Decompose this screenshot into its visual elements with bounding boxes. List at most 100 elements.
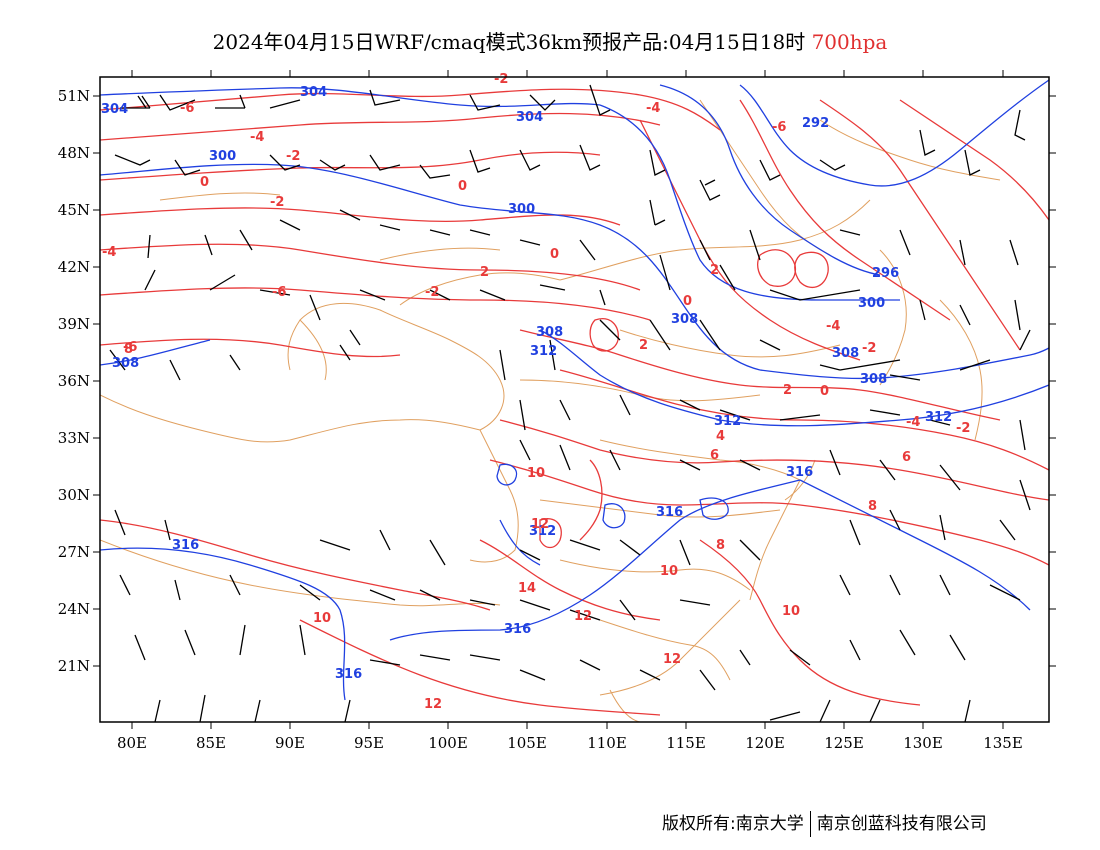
temperature-label: -2 — [270, 195, 284, 210]
temperature-label: 6 — [902, 450, 911, 465]
temperature-label: 0 — [458, 179, 467, 194]
height-label: 308 — [671, 312, 698, 327]
height-label: 316 — [172, 538, 199, 553]
lon-label: 125E — [824, 734, 864, 752]
temperature-label: -2 — [494, 72, 508, 87]
height-label: 292 — [802, 116, 829, 131]
temperature-label: 2 — [480, 265, 489, 280]
temperature-label: 12 — [663, 652, 681, 667]
height-label: 300 — [508, 202, 535, 217]
lon-label: 85E — [196, 734, 226, 752]
temperature-label: 10 — [527, 466, 545, 481]
footer-separator — [809, 811, 811, 837]
temperature-label: 4 — [716, 429, 725, 444]
lon-label: 80E — [117, 734, 147, 752]
chart-title: 2024年04月15日WRF/cmaq模式36km预报产品:04月15日18时 … — [0, 26, 1100, 55]
height-label: 296 — [872, 266, 899, 281]
temperature-contours — [100, 88, 1049, 716]
lat-label: 33N — [58, 429, 90, 447]
lat-label: 21N — [58, 657, 90, 675]
lon-label: 105E — [507, 734, 547, 752]
height-label: 316 — [786, 465, 813, 480]
temperature-label: 14 — [518, 581, 536, 596]
map-frame — [99, 76, 1050, 723]
lat-label: 39N — [58, 315, 90, 333]
temperature-label: -6 — [772, 120, 786, 135]
lat-labels: 51N 48N 45N 42N 39N 36N 33N 30N 27N 24N … — [58, 87, 90, 675]
height-label: 312 — [529, 524, 556, 539]
lon-ticks — [131, 70, 1004, 729]
lat-label: 30N — [58, 486, 90, 504]
height-label: 308 — [860, 372, 887, 387]
title-text: 2024年04月15日WRF/cmaq模式36km预报产品:04月15日18时 — [212, 30, 806, 54]
temperature-label: 8 — [868, 499, 877, 514]
lon-label: 130E — [903, 734, 943, 752]
temperature-label: 2 — [783, 383, 792, 398]
temperature-label: 0 — [550, 247, 559, 262]
temperature-label: 0 — [200, 175, 209, 190]
temperature-label: 12 — [574, 609, 592, 624]
height-label: 312 — [925, 410, 952, 425]
lat-label: 36N — [58, 372, 90, 390]
lat-label: 27N — [58, 543, 90, 561]
lon-label: 115E — [666, 734, 706, 752]
height-label: 304 — [101, 102, 128, 117]
temperature-label: 10 — [313, 611, 331, 626]
lat-label: 45N — [58, 201, 90, 219]
temperature-label: 10 — [782, 604, 800, 619]
height-label: 308 — [536, 325, 563, 340]
lon-label: 120E — [745, 734, 785, 752]
lon-label: 95E — [354, 734, 384, 752]
temperature-label: 2 — [710, 263, 719, 278]
temperature-label: 8 — [716, 538, 725, 553]
lon-labels: 80E 85E 90E 95E 100E 105E 110E 115E 120E… — [117, 734, 1023, 752]
height-label: 308 — [112, 356, 139, 371]
admin-boundaries — [100, 99, 1001, 722]
temperature-label: 10 — [660, 564, 678, 579]
temperature-label: -2 — [286, 149, 300, 164]
temperature-label: -6 — [123, 340, 137, 355]
height-contours — [100, 79, 1049, 701]
wind-barbs — [109, 84, 1031, 722]
temperature-label: -4 — [826, 319, 840, 334]
lat-label: 24N — [58, 600, 90, 618]
temperature-label: 12 — [424, 697, 442, 712]
temperature-label: 8 — [124, 342, 133, 357]
height-label: 300 — [858, 296, 885, 311]
lat-label: 51N — [58, 87, 90, 105]
height-label: 312 — [530, 344, 557, 359]
lon-label: 90E — [275, 734, 305, 752]
lon-label: 135E — [983, 734, 1023, 752]
height-label: 312 — [714, 414, 741, 429]
lat-ticks — [93, 95, 1056, 667]
lat-label: 48N — [58, 144, 90, 162]
temperature-label: -6 — [180, 101, 194, 116]
height-label: 308 — [832, 346, 859, 361]
footer-credits: 版权所有:南京大学 南京创蓝科技有限公司 — [662, 809, 987, 837]
temperature-label: -2 — [956, 421, 970, 436]
temperature-label: -4 — [906, 415, 920, 430]
temperature-label: 12 — [531, 517, 549, 532]
temperature-label: -4 — [646, 101, 660, 116]
temperature-label: 6 — [710, 448, 719, 463]
temperature-label: -6 — [272, 285, 286, 300]
height-label: 304 — [300, 85, 327, 100]
temperature-label: 0 — [820, 384, 829, 399]
height-label: 316 — [335, 667, 362, 682]
temperature-label: 2 — [639, 338, 648, 353]
height-label: 300 — [209, 149, 236, 164]
copyright-text: 版权所有:南京大学 — [662, 814, 804, 834]
temperature-label: -4 — [250, 130, 264, 145]
lon-label: 100E — [428, 734, 468, 752]
temperature-label-group: -2 -4 -6 -6 -4 -2 0 -2 0 2 0 -4 2 -6 -2 … — [102, 72, 970, 712]
lat-label: 42N — [58, 258, 90, 276]
company-text: 南京创蓝科技有限公司 — [816, 814, 987, 834]
pressure-level: 700hpa — [811, 30, 888, 54]
height-label: 304 — [516, 110, 543, 125]
lon-label: 110E — [587, 734, 627, 752]
height-label: 316 — [656, 505, 683, 520]
temperature-label: -2 — [425, 285, 439, 300]
temperature-label: 0 — [683, 294, 692, 309]
height-label-group: 304 304 304 300 300 308 296 292 308 300 … — [101, 85, 952, 682]
